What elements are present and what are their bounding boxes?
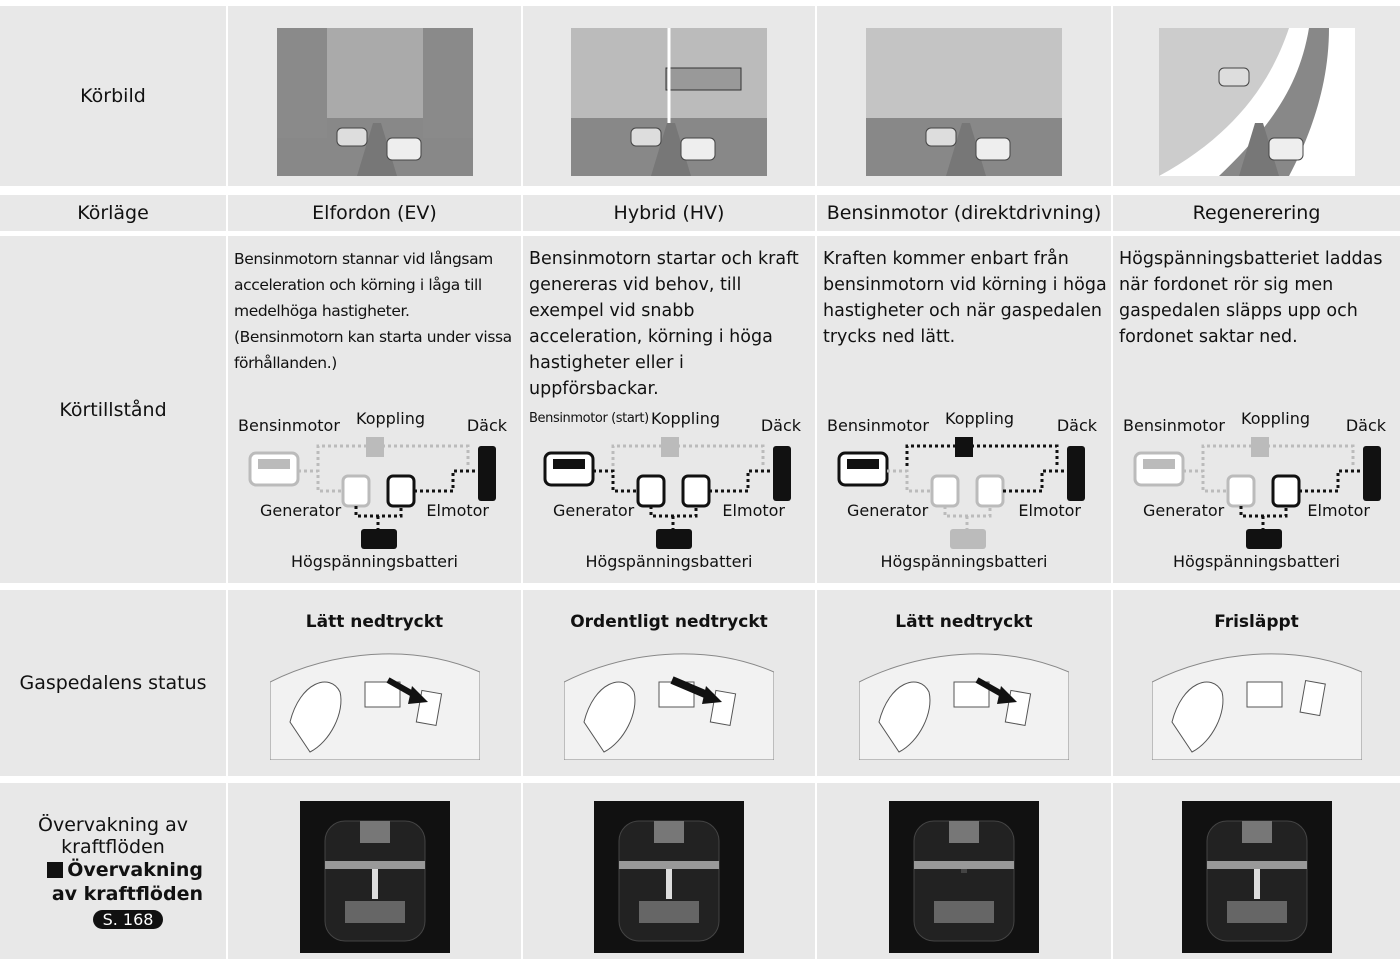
- row-label: Övervakning av kraftflöden: [38, 813, 188, 858]
- engine-label: Bensinmotor: [238, 416, 340, 435]
- tire-label: Däck: [466, 416, 507, 435]
- generator-label: Generator: [1143, 501, 1225, 520]
- table-cell: Regenerering: [1113, 195, 1400, 231]
- battery-label: Högspänningsbatteri: [880, 552, 1048, 571]
- row-label-cell: Gaspedalens status: [0, 590, 226, 776]
- scene-illustration-svg: [571, 28, 767, 176]
- state-description: Högspänningsbatteriet laddas när fordone…: [1119, 249, 1383, 347]
- power-flow-monitor-svg: [889, 801, 1039, 953]
- table-cell: Lätt nedtryckt: [228, 590, 521, 776]
- mode-name: Bensinmotor (direktdrivning): [826, 202, 1102, 224]
- mode-name: Hybrid (HV): [613, 202, 725, 224]
- table-cell: [523, 783, 815, 959]
- tire-label: Däck: [760, 416, 801, 435]
- tire-label: Däck: [1345, 416, 1386, 435]
- table-cell: Bensinmotorn stannar vid långsam acceler…: [228, 236, 521, 583]
- table-cell: Kraften kommer enbart från bensinmotorn …: [817, 236, 1111, 583]
- engine-label: Bensinmotor: [827, 416, 929, 435]
- motor-label: Elmotor: [426, 501, 489, 520]
- pedal-status: Lätt nedtryckt: [305, 612, 444, 632]
- powertrain-diagram-svg: [837, 437, 1085, 549]
- row-label: Körläge: [77, 202, 149, 224]
- table-cell: Bensinmotorn startar och kraft genereras…: [523, 236, 815, 583]
- row-label: Körtillstånd: [59, 398, 167, 421]
- engine-label: Bensinmotor (start): [529, 411, 649, 426]
- table-cell: Hybrid (HV): [523, 195, 815, 231]
- pedal-status: Frisläppt: [1214, 612, 1299, 632]
- pedal-illustration-svg: [269, 653, 480, 760]
- table-cell: Bensinmotor (direktdrivning): [817, 195, 1111, 231]
- state-description: Bensinmotorn stannar vid långsam acceler…: [234, 250, 512, 372]
- table-cell: Högspänningsbatteriet laddas när fordone…: [1113, 236, 1400, 583]
- pedal-illustration-svg: [564, 653, 774, 760]
- state-description: Kraften kommer enbart från bensinmotorn …: [823, 249, 1107, 347]
- battery-label: Högspänningsbatteri: [290, 552, 458, 571]
- generator-label: Generator: [260, 501, 342, 520]
- table-cell: [228, 783, 521, 959]
- motor-label: Elmotor: [722, 501, 785, 520]
- power-flow-monitor-svg: [594, 801, 744, 953]
- engine-label: Bensinmotor: [1123, 416, 1225, 435]
- row-label-cell: Körtillstånd: [0, 236, 226, 583]
- row-label-cell: Körläge: [0, 195, 226, 231]
- table-cell: [1113, 6, 1400, 186]
- row-label-cell: Körbild: [0, 6, 226, 186]
- link-arrow: [47, 861, 64, 878]
- power-flow-monitor-svg: [1181, 801, 1332, 953]
- row-label-cell: Övervakning av kraftflöden Övervakning av…: [0, 783, 226, 959]
- battery-label: Högspänningsbatteri: [585, 552, 753, 571]
- tire-label: Däck: [1056, 416, 1097, 435]
- row-label: Körbild: [80, 85, 146, 107]
- page-ref-text: S. 168: [102, 909, 154, 929]
- row-label: Gaspedalens status: [19, 672, 207, 694]
- page-ref[interactable]: S. 168: [92, 909, 164, 929]
- clutch-label: Koppling: [651, 409, 720, 428]
- pedal-illustration-svg: [1151, 653, 1362, 760]
- pedal-status: Ordentligt nedtryckt: [570, 612, 768, 632]
- powertrain-diagram-svg: [1133, 437, 1381, 549]
- table-cell: Frisläppt: [1113, 590, 1400, 776]
- powertrain-diagram-svg: [543, 437, 791, 549]
- mode-name: Elfordon (EV): [312, 202, 437, 224]
- table-cell: Lätt nedtryckt: [817, 590, 1111, 776]
- battery-label: Högspänningsbatteri: [1172, 552, 1340, 571]
- motor-label: Elmotor: [1307, 501, 1370, 520]
- pedal-status: Lätt nedtryckt: [895, 612, 1033, 632]
- table-cell: Ordentligt nedtryckt: [523, 590, 815, 776]
- state-description: Bensinmotorn startar och kraft genereras…: [529, 249, 799, 399]
- generator-label: Generator: [847, 501, 929, 520]
- scene-illustration-svg: [1158, 28, 1355, 176]
- clutch-label: Koppling: [356, 409, 425, 428]
- scene-illustration-svg: [276, 28, 473, 176]
- cross-ref-link[interactable]: Övervakning av kraftflöden: [23, 858, 203, 906]
- table-cell: [817, 783, 1111, 959]
- link-text: Övervakning av kraftflöden: [51, 858, 203, 905]
- table-cell: [228, 6, 521, 186]
- table-cell: Elfordon (EV): [228, 195, 521, 231]
- table-cell: [1113, 783, 1400, 959]
- pedal-illustration-svg: [859, 653, 1069, 760]
- table-cell: [817, 6, 1111, 186]
- powertrain-diagram-svg: [248, 437, 496, 549]
- power-flow-monitor-svg: [299, 801, 450, 953]
- clutch-label: Koppling: [945, 409, 1014, 428]
- clutch-label: Koppling: [1241, 409, 1310, 428]
- scene-illustration-svg: [866, 28, 1062, 176]
- table-cell: [523, 6, 815, 186]
- generator-label: Generator: [553, 501, 635, 520]
- mode-name: Regenerering: [1192, 202, 1321, 224]
- motor-label: Elmotor: [1018, 501, 1081, 520]
